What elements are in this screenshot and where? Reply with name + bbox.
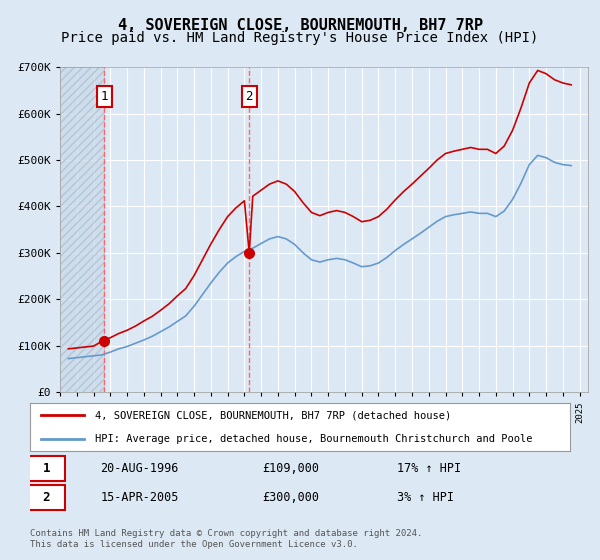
Text: Contains HM Land Registry data © Crown copyright and database right 2024.
This d: Contains HM Land Registry data © Crown c… xyxy=(30,529,422,549)
Text: £300,000: £300,000 xyxy=(262,491,319,504)
Bar xyxy=(60,67,104,392)
FancyBboxPatch shape xyxy=(28,456,65,480)
Text: 17% ↑ HPI: 17% ↑ HPI xyxy=(397,462,461,475)
Text: 2: 2 xyxy=(43,491,50,504)
Text: Price paid vs. HM Land Registry's House Price Index (HPI): Price paid vs. HM Land Registry's House … xyxy=(61,31,539,45)
Text: 1: 1 xyxy=(43,462,50,475)
Text: 2: 2 xyxy=(245,90,253,103)
Text: 4, SOVEREIGN CLOSE, BOURNEMOUTH, BH7 7RP (detached house): 4, SOVEREIGN CLOSE, BOURNEMOUTH, BH7 7RP… xyxy=(95,410,451,420)
Text: 15-APR-2005: 15-APR-2005 xyxy=(100,491,179,504)
Text: 3% ↑ HPI: 3% ↑ HPI xyxy=(397,491,454,504)
Text: 4, SOVEREIGN CLOSE, BOURNEMOUTH, BH7 7RP: 4, SOVEREIGN CLOSE, BOURNEMOUTH, BH7 7RP xyxy=(118,18,482,32)
Text: 1: 1 xyxy=(101,90,108,103)
Text: 20-AUG-1996: 20-AUG-1996 xyxy=(100,462,179,475)
FancyBboxPatch shape xyxy=(28,486,65,510)
Text: HPI: Average price, detached house, Bournemouth Christchurch and Poole: HPI: Average price, detached house, Bour… xyxy=(95,434,532,444)
Text: £109,000: £109,000 xyxy=(262,462,319,475)
